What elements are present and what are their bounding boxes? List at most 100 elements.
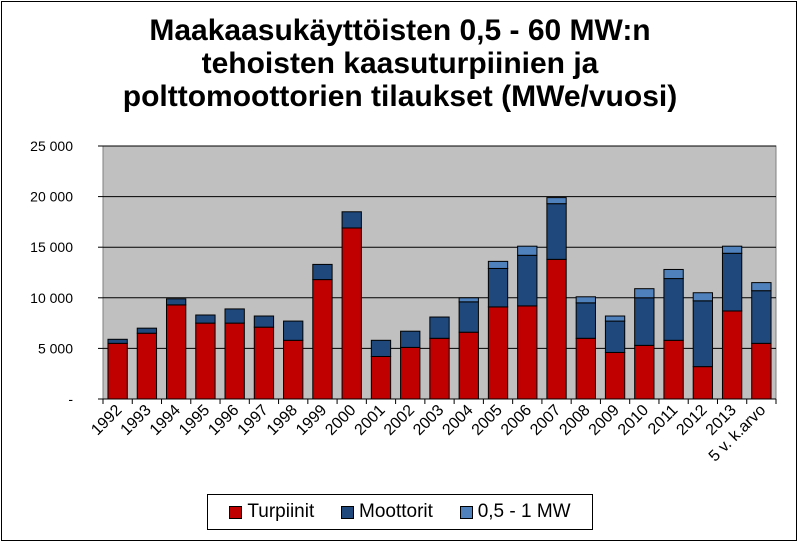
bar-segment [663, 268, 684, 280]
x-tick-label: 2006 [498, 402, 535, 439]
bar-segment [487, 267, 509, 308]
x-tick-label: 2000 [322, 402, 359, 439]
y-tick-label: 20 000 [30, 189, 73, 205]
bar-segment [634, 297, 655, 346]
legend-swatch-small-mw [459, 505, 473, 519]
bar-segment [283, 339, 304, 400]
bar-segment [751, 342, 772, 400]
bar-segment [458, 297, 479, 303]
bar-segment [721, 310, 743, 400]
bar-segment [370, 355, 392, 400]
bar-segment [604, 315, 626, 322]
x-tick-label: 2007 [527, 402, 564, 439]
bar-segment [136, 332, 158, 400]
bar-segment [721, 252, 743, 312]
y-tick-label: 10 000 [30, 290, 73, 306]
bar-segment [634, 344, 655, 400]
legend-swatch-turpiinit [229, 505, 243, 519]
chart-title: Maakaasukäyttöisten 0,5 - 60 MW:n tehois… [0, 14, 800, 113]
bar-segment [283, 320, 304, 341]
bar-segment [604, 351, 626, 400]
bar-segment [165, 298, 187, 306]
y-axis-ticks: - 5 000 10 000 15 000 20 000 25 000 [30, 138, 103, 407]
bar-segment [429, 316, 450, 339]
bar-segment [575, 296, 596, 304]
bar-segment [253, 326, 275, 400]
bar-segment [634, 288, 655, 299]
bar-segment [663, 278, 684, 341]
bar-segment [487, 260, 509, 269]
bar-segment [517, 254, 538, 307]
bar-segment [458, 331, 479, 400]
bars [107, 197, 772, 400]
bar-segment [751, 290, 772, 344]
x-tick-label: 2009 [586, 402, 623, 439]
legend-item-small-mw: 0,5 - 1 MW [459, 501, 571, 523]
bar-segment [253, 315, 275, 328]
x-tick-label: 2010 [615, 402, 652, 439]
bar-segment [575, 302, 596, 339]
chart-title-line-3: polttomoottorien tilaukset (MWe/vuosi) [122, 80, 678, 113]
x-tick-label: 2004 [439, 402, 476, 439]
bar-segment [487, 306, 509, 400]
bar-segment [517, 305, 538, 400]
bar-segment [165, 304, 187, 400]
bar-segment [341, 211, 362, 229]
legend-swatch-moottorit [341, 505, 355, 519]
x-tick-label: 2012 [673, 402, 710, 439]
x-axis-ticks: 1992199319941995199619971998199920002001… [88, 399, 777, 465]
bar-segment [458, 301, 479, 333]
bar-segment [400, 346, 421, 400]
y-tick-label: 15 000 [30, 239, 73, 255]
bar-segment [136, 327, 158, 334]
bar-segment [429, 337, 450, 400]
x-tick-label: 1992 [88, 402, 125, 439]
bar-segment [692, 292, 714, 302]
legend-label-turpiinit: Turpiinit [247, 501, 315, 522]
legend-item-turpiinit: Turpiinit [229, 501, 314, 523]
bar-segment [107, 338, 128, 344]
x-tick-label: 1998 [264, 402, 301, 439]
bar-segment [107, 342, 128, 400]
bar-segment [663, 339, 684, 400]
bar-segment [692, 366, 714, 400]
bar-segment [312, 279, 333, 400]
x-tick-label: 2011 [645, 402, 681, 438]
x-tick-label: 2008 [556, 402, 593, 439]
bar-segment [546, 197, 567, 205]
bar-segment [575, 337, 596, 400]
x-tick-label: 1999 [293, 402, 330, 439]
legend: Turpiinit Moottorit 0,5 - 1 MW [207, 494, 593, 530]
bar-segment [546, 258, 567, 400]
x-tick-label: 2001 [352, 402, 389, 439]
chart-title-line-1: Maakaasukäyttöisten 0,5 - 60 MW:n [149, 14, 651, 47]
chart-title-line-2: tehoisten kaasuturpiinien ja [201, 47, 599, 80]
x-tick-label: 1996 [205, 402, 242, 439]
x-tick-label: 2005 [469, 402, 506, 439]
bar-segment [546, 203, 567, 260]
bar-segment [224, 322, 245, 400]
y-tick-label: 25 000 [30, 138, 73, 154]
bar-segment [692, 300, 714, 368]
bar-segment [751, 282, 772, 292]
y-tick-label: 5 000 [38, 340, 73, 356]
legend-item-moottorit: Moottorit [341, 501, 433, 523]
x-tick-label: 1995 [176, 402, 213, 439]
bar-segment [517, 245, 538, 256]
x-tick-label: 1994 [147, 402, 184, 439]
legend-label-small-mw: 0,5 - 1 MW [477, 501, 571, 522]
bar-segment [195, 314, 216, 324]
bar-segment [721, 245, 743, 254]
bar-segment [341, 227, 362, 400]
bar-segment [224, 308, 245, 324]
x-tick-label: 2002 [381, 402, 418, 439]
bar-segment [195, 322, 216, 400]
legend-label-moottorit: Moottorit [359, 501, 433, 522]
x-tick-label: 1993 [118, 402, 155, 439]
x-tick-label: 2003 [410, 402, 447, 439]
y-tick-label: - [68, 391, 73, 407]
bar-segment [400, 330, 421, 348]
x-tick-label: 1997 [235, 402, 272, 439]
